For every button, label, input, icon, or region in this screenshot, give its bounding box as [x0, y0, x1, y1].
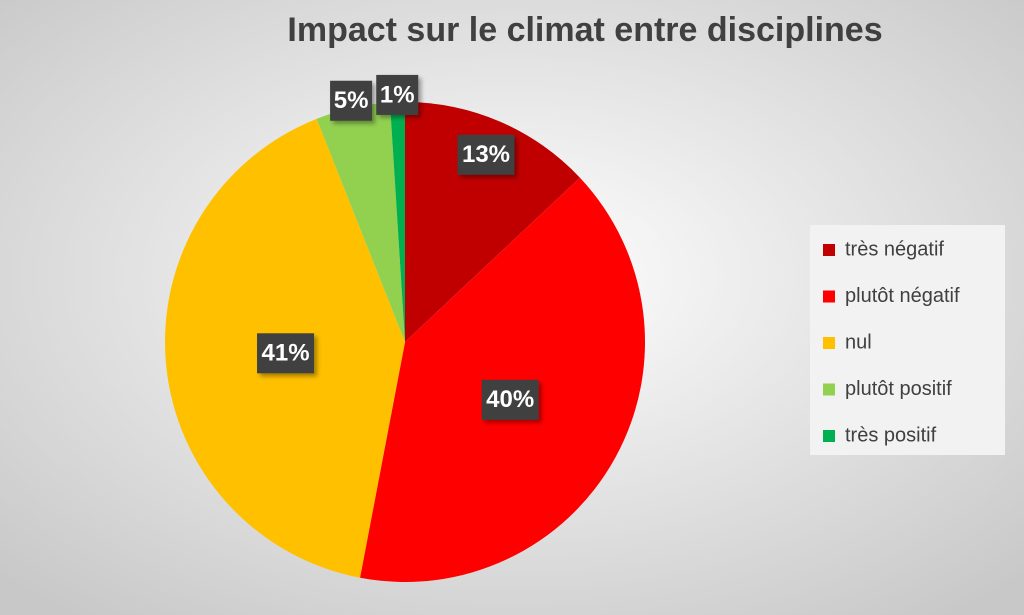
pie-slice [389, 102, 405, 342]
legend-label: très négatif [845, 238, 944, 260]
data-label-box [457, 134, 515, 175]
data-label-box [481, 379, 539, 420]
data-label: 13% [462, 141, 510, 168]
pie-slice [405, 102, 580, 342]
chart-title: Impact sur le climat entre disciplines [287, 11, 882, 49]
legend-box [810, 225, 1005, 455]
data-label-box [330, 80, 373, 121]
data-label: 5% [334, 87, 369, 114]
data-label-box [257, 333, 315, 374]
legend-swatch [823, 383, 835, 396]
data-label: 40% [486, 386, 534, 413]
data-label-box [376, 74, 419, 115]
data-label: 41% [262, 340, 310, 367]
legend-label: plutôt positif [845, 378, 952, 400]
legend-swatch [823, 430, 835, 442]
legend-swatch [823, 337, 835, 349]
pie-slice [316, 102, 405, 342]
legend-label: nul [845, 331, 872, 353]
legend-label: plutôt négatif [845, 285, 960, 307]
legend-swatch [823, 244, 835, 256]
legend-label: très positif [845, 424, 937, 446]
data-label: 1% [380, 81, 415, 108]
legend-swatch [823, 290, 835, 303]
